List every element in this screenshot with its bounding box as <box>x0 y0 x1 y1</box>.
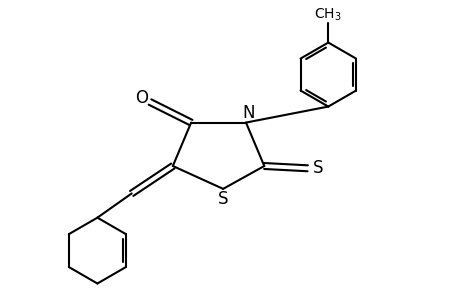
Text: O: O <box>135 89 148 107</box>
Text: S: S <box>312 159 322 177</box>
Text: N: N <box>241 103 254 122</box>
Text: CH$_3$: CH$_3$ <box>314 7 341 23</box>
Text: S: S <box>218 190 228 208</box>
